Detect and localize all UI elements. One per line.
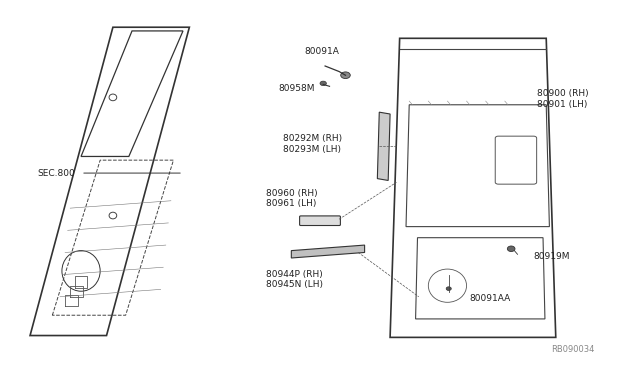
Ellipse shape bbox=[508, 246, 515, 251]
Polygon shape bbox=[378, 112, 390, 180]
Text: SEC.800: SEC.800 bbox=[37, 169, 75, 177]
Text: 80945N (LH): 80945N (LH) bbox=[266, 280, 323, 289]
Ellipse shape bbox=[320, 81, 326, 86]
Text: 80961 (LH): 80961 (LH) bbox=[266, 199, 316, 208]
FancyBboxPatch shape bbox=[300, 216, 340, 225]
Text: 80292M (RH): 80292M (RH) bbox=[283, 134, 342, 142]
Text: 80293M (LH): 80293M (LH) bbox=[283, 145, 341, 154]
Text: 80958M: 80958M bbox=[278, 84, 315, 93]
Text: 80944P (RH): 80944P (RH) bbox=[266, 270, 323, 279]
Text: 80900 (RH): 80900 (RH) bbox=[537, 89, 588, 98]
Ellipse shape bbox=[446, 287, 451, 291]
Polygon shape bbox=[291, 245, 365, 258]
Text: 80091AA: 80091AA bbox=[470, 294, 511, 303]
Text: 80919M: 80919M bbox=[534, 251, 570, 261]
Text: RB090034: RB090034 bbox=[550, 345, 594, 354]
Text: 80091A: 80091A bbox=[304, 47, 339, 56]
Ellipse shape bbox=[340, 72, 350, 78]
Text: 80960 (RH): 80960 (RH) bbox=[266, 189, 317, 198]
Text: 80901 (LH): 80901 (LH) bbox=[537, 100, 587, 109]
